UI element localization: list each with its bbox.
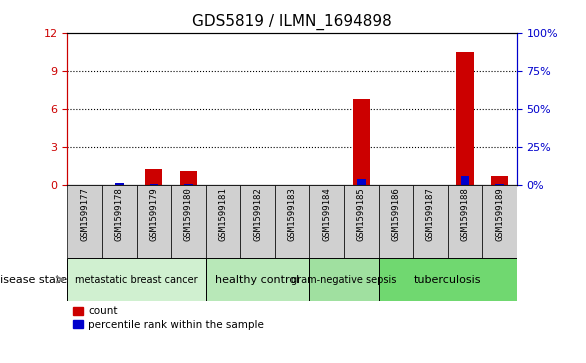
Bar — [456, 52, 473, 185]
Text: GSM1599180: GSM1599180 — [184, 187, 193, 241]
Bar — [115, 183, 124, 185]
Text: disease state: disease state — [0, 274, 67, 285]
Bar — [495, 184, 504, 185]
Text: tuberculosis: tuberculosis — [414, 274, 482, 285]
Bar — [309, 258, 379, 301]
Text: GSM1599184: GSM1599184 — [322, 187, 331, 241]
Bar — [357, 179, 366, 185]
Bar — [67, 258, 206, 301]
Bar — [171, 185, 206, 258]
Bar — [461, 176, 469, 185]
Bar — [145, 168, 162, 185]
Text: GSM1599185: GSM1599185 — [357, 187, 366, 241]
Title: GDS5819 / ILMN_1694898: GDS5819 / ILMN_1694898 — [192, 14, 392, 30]
Bar — [275, 185, 309, 258]
Text: gram-negative sepsis: gram-negative sepsis — [291, 274, 397, 285]
Bar — [149, 184, 158, 185]
Bar — [309, 185, 344, 258]
Text: GSM1599189: GSM1599189 — [495, 187, 504, 241]
Legend: count, percentile rank within the sample: count, percentile rank within the sample — [73, 306, 264, 330]
Bar — [137, 185, 171, 258]
Text: GSM1599188: GSM1599188 — [461, 187, 469, 241]
Bar — [379, 185, 413, 258]
Text: metastatic breast cancer: metastatic breast cancer — [75, 274, 198, 285]
Bar — [184, 184, 193, 185]
Bar — [353, 99, 370, 185]
Bar — [448, 185, 482, 258]
Text: GSM1599181: GSM1599181 — [219, 187, 227, 241]
Bar — [379, 258, 517, 301]
Bar — [491, 176, 508, 185]
Text: GSM1599179: GSM1599179 — [149, 187, 158, 241]
Bar — [413, 185, 448, 258]
Bar — [240, 185, 275, 258]
Bar — [67, 185, 102, 258]
Bar — [102, 185, 137, 258]
Text: GSM1599187: GSM1599187 — [426, 187, 435, 241]
Text: GSM1599177: GSM1599177 — [80, 187, 89, 241]
Text: GSM1599186: GSM1599186 — [391, 187, 400, 241]
Bar — [206, 185, 240, 258]
Text: GSM1599178: GSM1599178 — [115, 187, 124, 241]
Text: healthy control: healthy control — [216, 274, 299, 285]
Text: GSM1599182: GSM1599182 — [253, 187, 262, 241]
Bar — [206, 258, 309, 301]
Bar — [482, 185, 517, 258]
Bar — [180, 171, 197, 185]
Bar — [344, 185, 379, 258]
Text: GSM1599183: GSM1599183 — [288, 187, 297, 241]
